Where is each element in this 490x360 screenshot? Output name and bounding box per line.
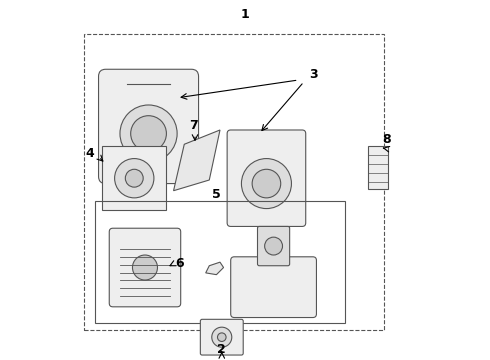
Polygon shape [173,130,220,191]
Text: 6: 6 [175,257,184,270]
Bar [102,146,167,210]
Bar [84,33,384,330]
Circle shape [218,333,226,342]
Text: 8: 8 [382,133,391,146]
Text: 4: 4 [85,147,94,160]
FancyBboxPatch shape [231,257,317,318]
Circle shape [242,158,292,208]
FancyBboxPatch shape [200,319,243,355]
Text: 7: 7 [189,119,197,132]
Circle shape [212,327,232,347]
Text: 5: 5 [212,188,221,202]
Polygon shape [206,262,223,275]
Circle shape [120,105,177,162]
FancyBboxPatch shape [98,69,198,184]
Bar [368,146,388,189]
Circle shape [125,169,143,187]
Circle shape [265,237,283,255]
FancyBboxPatch shape [109,228,181,307]
FancyBboxPatch shape [227,130,306,226]
Circle shape [131,116,167,152]
FancyBboxPatch shape [258,226,290,266]
Circle shape [252,169,281,198]
Circle shape [115,158,154,198]
Bar [95,202,345,323]
Text: 3: 3 [309,68,318,81]
Text: 2: 2 [218,343,226,356]
Text: 1: 1 [241,8,249,21]
Circle shape [132,255,157,280]
